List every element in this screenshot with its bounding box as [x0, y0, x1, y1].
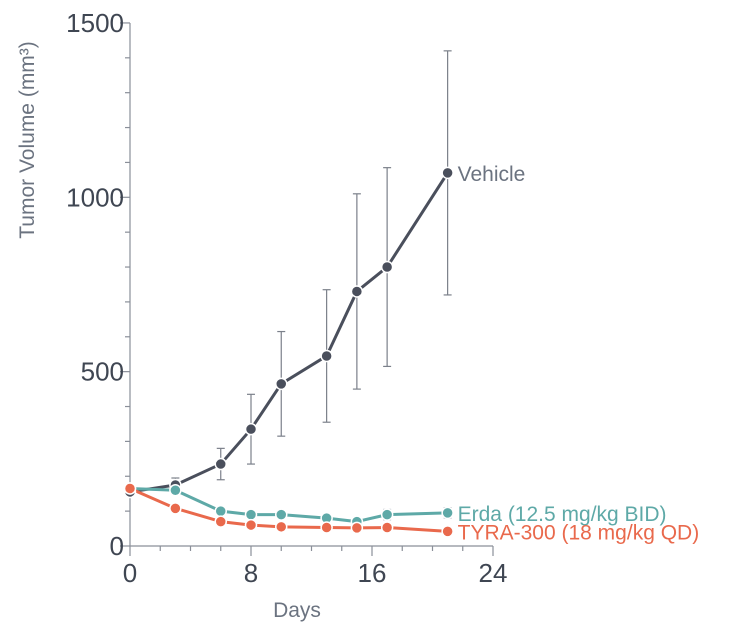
tyra-300-18-mg-kg-qd-point — [123, 482, 137, 495]
erda-12-5-mg-kg-bid-point — [169, 483, 182, 497]
vehicle-point — [441, 166, 454, 180]
erda-12-5-mg-kg-bid-label: Erda (12.5 mg/kg BID) — [458, 503, 667, 526]
x-tick-label: 24 — [479, 558, 508, 588]
vehicle-point — [320, 349, 333, 363]
tyra-300-18-mg-kg-qd-point — [214, 515, 227, 528]
vehicle-point — [244, 422, 258, 436]
tyra-300-18-mg-kg-qd-label: TYRA-300 (18 mg/kg QD) — [458, 521, 700, 544]
vehicle-point — [380, 260, 394, 274]
vehicle-point — [214, 457, 227, 471]
erda-12-5-mg-kg-bid-point — [214, 504, 227, 518]
tyra-300-18-mg-kg-qd-point — [441, 525, 454, 538]
vehicle-point — [350, 285, 364, 298]
y-tick-label: 500 — [81, 357, 124, 387]
x-tick-label: 0 — [123, 558, 137, 588]
y-tick-label: 0 — [110, 531, 124, 561]
erda-12-5-mg-kg-bid-point — [380, 508, 394, 521]
x-axis-label: Days — [273, 599, 321, 622]
tyra-300-18-mg-kg-qd-point — [320, 521, 333, 534]
erda-12-5-mg-kg-bid-point — [275, 508, 288, 521]
axes: 0 8 16 24 0 500 1000 1500 — [66, 8, 507, 588]
vehicle-line — [129, 172, 449, 494]
erda-12-5-mg-kg-bid-point — [441, 506, 454, 520]
tyra-300-18-mg-kg-qd-point — [244, 518, 258, 532]
vehicle-label: Vehicle — [458, 163, 526, 186]
tyra-300-18-mg-kg-qd-point — [380, 521, 394, 534]
x-tick-label: 16 — [358, 558, 387, 588]
vehicle-point — [275, 377, 288, 391]
data-points — [123, 166, 454, 538]
erda-12-5-mg-kg-bid-point — [244, 508, 258, 521]
tyra-300-18-mg-kg-qd-point — [275, 520, 288, 534]
series-labels: Vehicle Erda (12.5 mg/kg BID)TYRA-300 (18… — [458, 163, 700, 544]
y-tick-label: 1000 — [66, 182, 124, 212]
tyra-300-18-mg-kg-qd-point — [350, 521, 364, 535]
y-tick-label: 1500 — [66, 8, 124, 38]
y-axis-label: Tumor Volume (mm³) — [16, 41, 39, 239]
error-bars — [126, 50, 452, 534]
x-tick-label: 8 — [244, 558, 258, 588]
tyra-300-18-mg-kg-qd-point — [169, 502, 182, 515]
